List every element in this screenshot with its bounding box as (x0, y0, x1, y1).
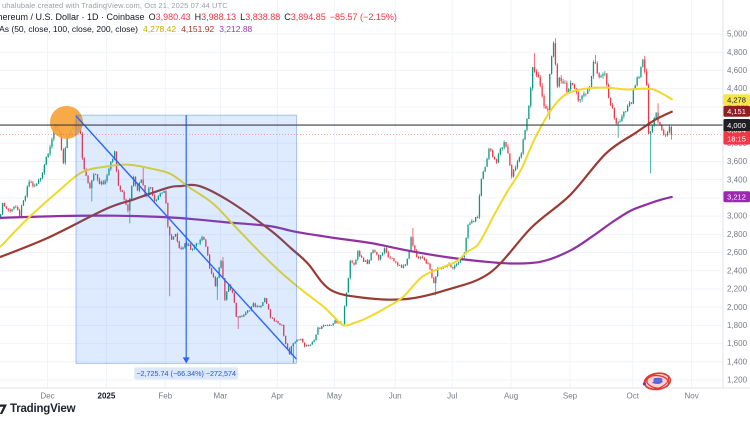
ma50-axis-label: 4,278 (723, 94, 750, 106)
range-box-label: −2,725.74 (−66.34%) −272,574 (136, 369, 236, 378)
change-value: −85.57 (−2.15%) (329, 12, 397, 22)
svg-text:4,400: 4,400 (727, 84, 748, 93)
symbol-ohlc-row[interactable]: Ethereum / U.S. Dollar · 1D · Coinbase O3… (0, 12, 397, 22)
ma200-value: 3,212.88 (219, 24, 253, 34)
highlight-circle-drawing[interactable] (50, 105, 83, 139)
ma50-value: 4,278.42 (143, 24, 177, 34)
svg-text:2,800: 2,800 (727, 230, 748, 239)
svg-text:4,151: 4,151 (727, 107, 746, 116)
ma-50-line[interactable] (0, 86, 674, 327)
tradingview-logo-text: TradingView (10, 403, 76, 415)
svg-text:1,400: 1,400 (727, 357, 748, 366)
svg-text:3,000: 3,000 (727, 212, 748, 221)
svg-text:3,212: 3,212 (727, 193, 746, 202)
svg-text:1,200: 1,200 (727, 376, 748, 385)
svg-text:2,200: 2,200 (727, 285, 748, 294)
ma-indicator-row[interactable]: MAs (50, close, 100, close, 200, close) 4… (0, 24, 252, 34)
svg-text:18:15: 18:15 (727, 135, 746, 144)
price-axis[interactable]: 5,0004,8004,6004,4004,2004,0003,8003,600… (723, 30, 750, 385)
svg-text:Mar: Mar (214, 392, 228, 401)
svg-text:Oct: Oct (626, 392, 639, 401)
svg-text:2,400: 2,400 (727, 266, 748, 275)
watermark-attribution: uhalubale created with TradingView.com, … (2, 1, 228, 10)
horizontal-line-axis-label: 4,000 (723, 119, 750, 132)
candles (0, 38, 672, 364)
svg-text:2,600: 2,600 (727, 248, 748, 257)
svg-text:4,278: 4,278 (727, 96, 746, 105)
tradingview-logo[interactable]: TradingView (0, 403, 76, 415)
high-label: H (194, 12, 202, 22)
low-label: L (240, 12, 246, 22)
high-value: 3,988.13 (201, 12, 237, 22)
close-value: 3,894.85 (290, 12, 326, 22)
scribble-drawing[interactable] (642, 370, 672, 392)
svg-text:May: May (327, 392, 342, 401)
close-label: C (284, 12, 291, 22)
svg-text:Nov: Nov (684, 392, 698, 401)
ma-indicator-label: MAs (50, close, 100, close, 200, close) (0, 24, 138, 34)
svg-text:Apr: Apr (271, 392, 284, 401)
svg-text:Aug: Aug (504, 392, 518, 401)
svg-text:Sep: Sep (563, 392, 578, 401)
low-value: 3,838.88 (245, 12, 281, 22)
open-label: O (148, 12, 156, 22)
svg-text:4,600: 4,600 (727, 66, 748, 75)
time-axis[interactable]: Dec 2025 Feb Mar Apr May Jun Jul Aug Sep Oct Nov (40, 392, 698, 401)
svg-text:2,000: 2,000 (727, 303, 748, 312)
ma200-axis-label: 3,212 (723, 191, 750, 203)
price-range-drawing[interactable]: −2,725.74 (−66.34%) −272,574 (75, 114, 297, 380)
ma100-axis-label: 4,151 (723, 105, 750, 117)
svg-text:Jul: Jul (447, 392, 457, 401)
ma100-value: 4,151.92 (181, 24, 215, 34)
svg-text:3,400: 3,400 (727, 175, 748, 184)
symbol-title[interactable]: Ethereum / U.S. Dollar · 1D · Coinbase (0, 12, 145, 22)
svg-text:4,000: 4,000 (727, 121, 746, 130)
svg-text:Jun: Jun (389, 392, 402, 401)
svg-text:1,800: 1,800 (727, 321, 748, 330)
svg-text:Feb: Feb (158, 392, 172, 401)
svg-text:4,800: 4,800 (727, 48, 748, 57)
tradingview-logo-icon (0, 404, 7, 414)
open-value: 3,980.43 (155, 12, 191, 22)
svg-text:5,000: 5,000 (727, 30, 748, 39)
svg-text:2025: 2025 (98, 392, 116, 401)
svg-text:Dec: Dec (40, 392, 54, 401)
ma-200-line[interactable] (0, 195, 673, 265)
svg-text:3,600: 3,600 (727, 157, 748, 166)
svg-text:1,600: 1,600 (727, 339, 748, 348)
